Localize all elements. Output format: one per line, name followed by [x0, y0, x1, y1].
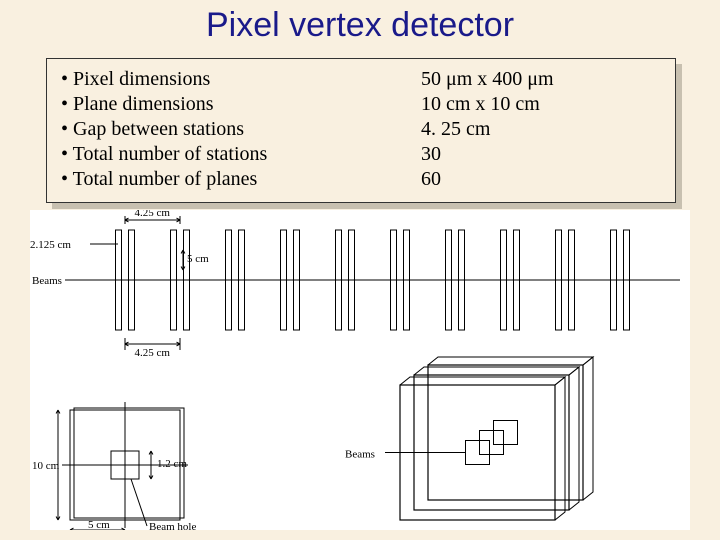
- spec-value: 4. 25 cm: [421, 117, 661, 142]
- svg-text:4.25 cm: 4.25 cm: [135, 347, 171, 359]
- spec-value: 50 μm x 400 μm: [421, 67, 661, 92]
- spec-label: • Plane dimensions: [61, 92, 421, 117]
- spec-label: • Gap between stations: [61, 117, 421, 142]
- spec-values: 50 μm x 400 μm 10 cm x 10 cm 4. 25 cm 30…: [421, 67, 661, 192]
- spec-value: 10 cm x 10 cm: [421, 92, 661, 117]
- svg-text:10 cm: 10 cm: [32, 460, 60, 472]
- page-title: Pixel vertex detector: [0, 0, 720, 45]
- svg-text:Beams: Beams: [345, 449, 375, 461]
- spec-table: • Pixel dimensions • Plane dimensions • …: [46, 58, 676, 203]
- svg-text:5 cm: 5 cm: [88, 519, 110, 530]
- svg-text:Beam hole: Beam hole: [149, 521, 196, 530]
- svg-text:1.2 cm: 1.2 cm: [157, 458, 187, 470]
- spec-label: • Total number of planes: [61, 167, 421, 192]
- svg-text:2.125 cm: 2.125 cm: [30, 239, 71, 251]
- spec-value: 60: [421, 167, 661, 192]
- spec-label: • Total number of stations: [61, 142, 421, 167]
- spec-label: • Pixel dimensions: [61, 67, 421, 92]
- diagram-svg: Beams 4.25 cm 2.125 cm 5 cm 4.25 cm 10 cm 1.2 …: [30, 210, 690, 530]
- spec-box: • Pixel dimensions • Plane dimensions • …: [46, 58, 676, 203]
- svg-text:4.25 cm: 4.25 cm: [135, 210, 171, 219]
- detector-diagram: Beams 4.25 cm 2.125 cm 5 cm 4.25 cm 10 cm 1.2 …: [30, 210, 690, 530]
- spec-value: 30: [421, 142, 661, 167]
- svg-text:5 cm: 5 cm: [187, 253, 209, 265]
- svg-text:Beams: Beams: [32, 275, 62, 287]
- spec-labels: • Pixel dimensions • Plane dimensions • …: [61, 67, 421, 192]
